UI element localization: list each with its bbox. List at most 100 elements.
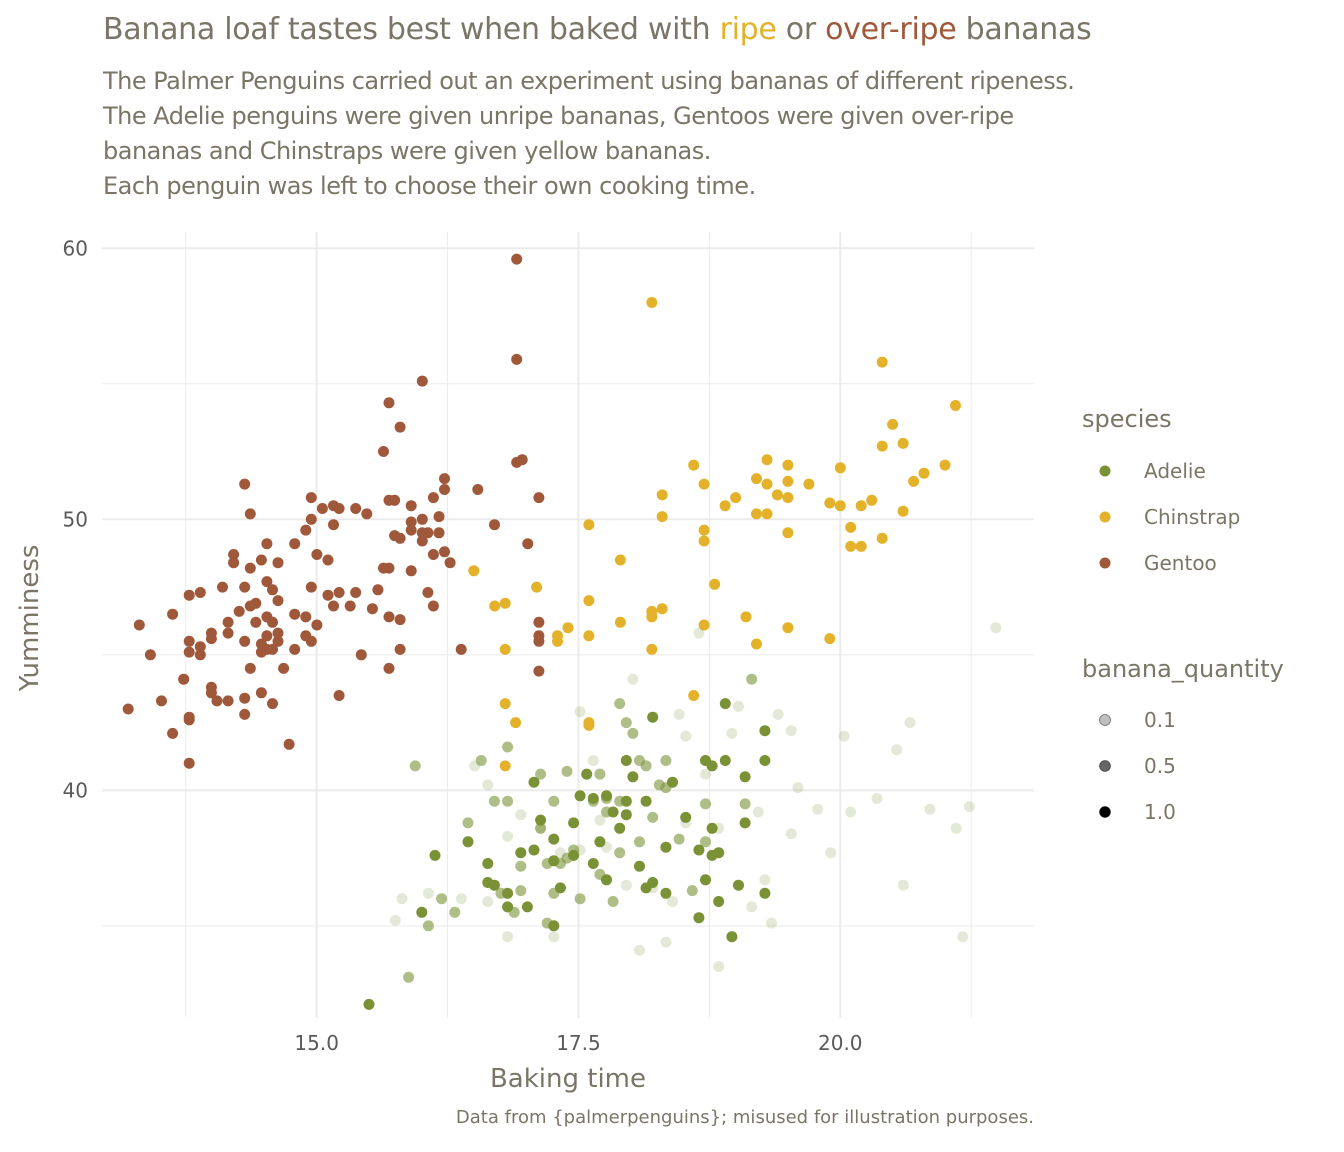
data-point <box>698 535 710 547</box>
data-point <box>511 353 523 365</box>
data-point <box>541 858 553 869</box>
data-point <box>792 782 804 794</box>
data-point <box>594 768 606 780</box>
data-point <box>533 635 545 647</box>
data-point <box>640 760 652 772</box>
data-point <box>305 581 317 593</box>
data-point <box>824 633 836 645</box>
data-point <box>782 622 794 634</box>
data-point <box>222 695 234 707</box>
data-point <box>502 931 514 943</box>
data-point <box>427 600 439 612</box>
data-point <box>475 755 487 766</box>
data-point <box>634 836 645 848</box>
data-point <box>660 936 672 948</box>
data-point <box>267 698 278 710</box>
axis-ticks: 15.0 17.5 20.0 40 50 60 <box>63 236 863 1055</box>
data-point <box>533 492 545 504</box>
data-point <box>812 803 824 815</box>
data-point <box>444 557 456 569</box>
data-point <box>389 494 401 506</box>
data-point <box>739 817 751 829</box>
data-point <box>533 665 545 677</box>
data-point <box>646 643 658 655</box>
data-point <box>305 635 317 647</box>
x-tick-label: 15.0 <box>294 1031 339 1055</box>
data-point <box>394 643 406 655</box>
data-point <box>746 901 758 913</box>
data-point <box>261 630 273 642</box>
data-point <box>824 497 836 509</box>
data-point <box>515 885 527 897</box>
data-point <box>614 822 626 834</box>
data-point <box>361 508 373 520</box>
data-point <box>614 847 626 859</box>
data-point <box>233 605 245 617</box>
data-point <box>733 879 744 891</box>
data-point <box>782 527 794 539</box>
y-tick-label: 60 <box>63 236 88 260</box>
data-point <box>548 887 560 899</box>
data-point <box>499 597 511 609</box>
data-point <box>647 711 659 723</box>
data-point <box>499 698 511 710</box>
legend-label-chinstrap: Chinstrap <box>1144 505 1240 529</box>
data-point <box>634 860 645 872</box>
data-point <box>574 790 586 802</box>
data-point <box>383 562 395 574</box>
data-point <box>713 822 725 834</box>
data-point <box>239 708 251 720</box>
data-point <box>607 896 619 907</box>
data-point <box>688 690 700 701</box>
data-point <box>272 595 284 607</box>
data-point <box>499 643 511 655</box>
data-point <box>574 706 586 718</box>
data-point <box>660 841 672 853</box>
data-point <box>897 505 909 517</box>
data-point <box>449 906 461 918</box>
data-point <box>455 893 467 905</box>
data-point <box>289 643 301 655</box>
legend-key-quantity <box>1099 806 1111 818</box>
data-point <box>548 795 560 807</box>
data-point <box>183 646 195 658</box>
y-tick-label: 40 <box>63 778 88 802</box>
data-point <box>950 400 961 411</box>
data-point <box>439 484 450 495</box>
data-point <box>594 836 606 848</box>
data-point <box>587 795 599 807</box>
data-point <box>515 847 527 859</box>
data-point <box>656 489 668 501</box>
data-point <box>239 692 251 704</box>
data-point <box>482 858 494 869</box>
data-point <box>719 500 731 512</box>
data-point <box>378 446 389 457</box>
data-point <box>601 841 612 853</box>
data-point <box>394 421 406 433</box>
data-point <box>834 462 846 474</box>
data-point <box>489 519 500 531</box>
data-point <box>594 814 606 826</box>
data-point <box>845 521 857 533</box>
data-point <box>761 454 773 466</box>
data-point <box>700 768 711 780</box>
data-point <box>594 868 606 880</box>
data-point <box>533 616 545 628</box>
data-point <box>759 887 771 899</box>
title-part1: Banana loaf tastes best when baked with <box>103 12 720 47</box>
data-point <box>350 587 362 598</box>
data-point <box>436 893 448 905</box>
data-point <box>627 771 639 783</box>
chart-title: Banana loaf tastes best when baked with … <box>103 12 1092 47</box>
data-point <box>300 524 312 536</box>
legend-key-quantity <box>1099 714 1111 726</box>
data-point <box>772 708 784 720</box>
legend-key-chinstrap <box>1099 511 1111 523</box>
y-tick-label: 50 <box>63 507 88 531</box>
y-axis-title: Yumminess <box>15 545 45 693</box>
data-point <box>255 687 267 699</box>
title-ripe: ripe <box>719 12 777 47</box>
data-point <box>583 595 595 607</box>
data-point <box>328 600 339 612</box>
data-point <box>891 744 903 756</box>
